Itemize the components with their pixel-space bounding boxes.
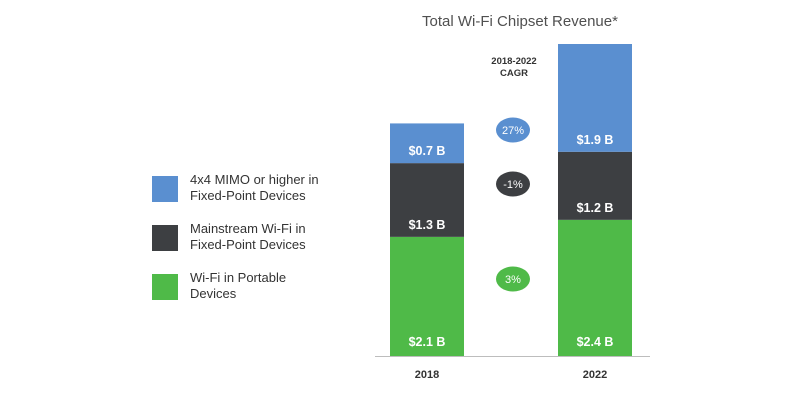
x-tick-label-2022: 2022	[583, 369, 607, 381]
cagr-badge-label-1: -1%	[503, 179, 523, 191]
bar-2022-series-1	[558, 151, 632, 220]
chart-title: Total Wi-Fi Chipset Revenue*	[422, 13, 618, 30]
x-tick-label-2018: 2018	[415, 369, 439, 381]
cagr-badge-0	[496, 117, 530, 143]
legend-label-mainstream: Mainstream Wi-Fi in Fixed-Point Devices	[190, 221, 306, 252]
cagr-badge-label-2: 3%	[505, 274, 521, 286]
data-label-2018-series-1: $1.3 B	[409, 218, 446, 232]
legend-item-mainstream: Mainstream Wi-Fi in Fixed-Point Devices	[152, 221, 392, 261]
bar-2022-series-2	[558, 44, 632, 152]
data-label-2018-series-0: $2.1 B	[409, 335, 446, 349]
legend-swatch-mimo	[152, 176, 178, 202]
bar-2022-series-0	[558, 219, 632, 356]
legend-swatch-portable	[152, 274, 178, 300]
bar-2018-series-2	[390, 123, 464, 164]
legend-label-portable: Wi-Fi in Portable Devices	[190, 270, 287, 301]
data-label-2022-series-0: $2.4 B	[577, 335, 614, 349]
cagr-heading: 2018-2022 CAGR	[478, 56, 550, 80]
legend-item-portable: Wi-Fi in Portable Devices	[152, 270, 392, 310]
cagr-heading-label: CAGR	[500, 68, 528, 79]
bar-2018-series-0	[390, 236, 464, 356]
legend-item-mimo: 4x4 MIMO or higher in Fixed-Point Device…	[152, 172, 392, 212]
data-label-2018-series-2: $0.7 B	[409, 144, 446, 158]
cagr-heading-years: 2018-2022	[491, 56, 537, 67]
cagr-badge-1	[496, 171, 530, 197]
data-label-2022-series-1: $1.2 B	[577, 201, 614, 215]
legend-label-mimo: 4x4 MIMO or higher in Fixed-Point Device…	[190, 172, 319, 203]
cagr-badge-label-0: 27%	[502, 125, 524, 137]
data-label-2022-series-2: $1.9 B	[577, 133, 614, 147]
legend-swatch-mainstream	[152, 225, 178, 251]
bar-2018-series-1	[390, 163, 464, 237]
cagr-badge-2	[496, 266, 530, 292]
